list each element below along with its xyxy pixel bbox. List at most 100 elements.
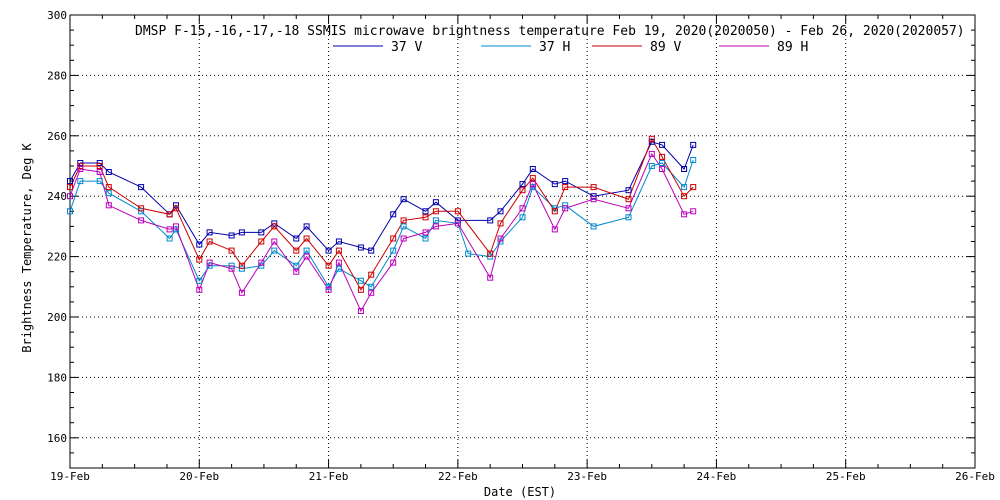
y-tick-label: 240 xyxy=(47,190,67,203)
data-point xyxy=(590,223,597,230)
data-point xyxy=(105,169,112,175)
x-axis-label: Date (EST) xyxy=(484,485,556,499)
legend-label: 37 V xyxy=(391,40,422,55)
data-point xyxy=(551,181,558,188)
data-point xyxy=(67,193,73,200)
data-point xyxy=(77,178,84,185)
data-point xyxy=(497,235,504,242)
data-point xyxy=(67,178,73,185)
x-tick-label: 22-Feb xyxy=(438,470,478,483)
data-point xyxy=(400,223,407,230)
data-point xyxy=(271,223,278,230)
data-point xyxy=(138,205,145,212)
data-point xyxy=(625,196,632,203)
data-point xyxy=(625,187,632,194)
data-point xyxy=(173,205,179,212)
data-point xyxy=(497,208,504,215)
data-point xyxy=(303,247,310,254)
data-point xyxy=(432,223,439,230)
data-point xyxy=(105,202,112,209)
data-point xyxy=(519,181,526,188)
data-point xyxy=(487,274,494,281)
data-point xyxy=(422,229,429,236)
data-point xyxy=(454,208,461,215)
data-point xyxy=(228,265,235,272)
data-point xyxy=(659,153,666,160)
data-point xyxy=(166,226,173,233)
data-point xyxy=(562,184,569,191)
x-tick-label: 20-Feb xyxy=(179,470,219,483)
data-point xyxy=(648,135,655,142)
data-point xyxy=(258,238,265,245)
data-point xyxy=(206,262,213,269)
data-point xyxy=(258,259,265,266)
data-point xyxy=(166,211,173,218)
data-point xyxy=(335,247,342,254)
data-point xyxy=(659,166,666,172)
series-line-0 xyxy=(69,141,694,252)
data-point xyxy=(196,277,203,284)
data-point xyxy=(357,244,364,251)
data-point xyxy=(96,178,103,185)
data-point xyxy=(293,268,300,275)
data-point xyxy=(487,217,494,224)
series-markers xyxy=(67,135,697,314)
data-point xyxy=(465,250,472,257)
data-point xyxy=(238,262,245,269)
data-point xyxy=(105,184,112,191)
data-point xyxy=(238,229,245,236)
grid-lines xyxy=(70,15,975,468)
data-point xyxy=(357,277,364,284)
data-point xyxy=(357,286,364,293)
x-tick-label: 26-Feb xyxy=(955,470,995,483)
legend-label: 37 H xyxy=(539,40,570,55)
data-point xyxy=(648,163,655,169)
data-point xyxy=(335,259,342,266)
data-point xyxy=(390,247,397,254)
series-line-2 xyxy=(69,137,694,291)
data-point xyxy=(681,211,688,218)
data-point xyxy=(681,166,688,172)
chart-title: DMSP F-15,-16,-17,-18 SSMIS microwave br… xyxy=(135,24,965,39)
data-point xyxy=(659,141,666,148)
data-point xyxy=(206,229,213,236)
axis-ticks xyxy=(69,14,976,469)
data-point xyxy=(258,229,265,236)
data-point xyxy=(400,217,407,224)
data-point xyxy=(400,235,407,242)
data-point xyxy=(529,175,536,182)
data-point xyxy=(196,286,203,293)
legend: 37 V 37 H 89 V 89 H xyxy=(333,40,808,55)
data-point xyxy=(293,247,300,254)
data-point xyxy=(497,220,504,227)
data-point xyxy=(96,169,103,175)
x-tick-label: 21-Feb xyxy=(309,470,349,483)
y-tick-label: 180 xyxy=(47,371,67,384)
data-point xyxy=(258,262,265,269)
x-tick-label: 19-Feb xyxy=(50,470,90,483)
data-point xyxy=(529,166,536,172)
data-point xyxy=(173,223,179,230)
data-point xyxy=(422,208,429,215)
data-point xyxy=(519,214,526,221)
data-point xyxy=(690,157,697,163)
y-tick-label: 260 xyxy=(47,130,67,143)
data-point xyxy=(648,150,655,157)
data-point xyxy=(422,214,429,221)
data-point xyxy=(681,193,688,200)
y-tick-label: 300 xyxy=(47,9,67,22)
data-point xyxy=(166,235,173,242)
data-point xyxy=(325,262,332,269)
data-point xyxy=(551,226,558,233)
data-point xyxy=(196,256,203,263)
data-point xyxy=(519,187,526,194)
x-tick-label: 24-Feb xyxy=(697,470,737,483)
data-point xyxy=(432,217,439,224)
data-point xyxy=(138,217,145,224)
data-point xyxy=(422,235,429,242)
x-tick-label: 23-Feb xyxy=(567,470,607,483)
data-point xyxy=(303,253,310,260)
data-point xyxy=(228,247,235,254)
data-point xyxy=(105,190,112,197)
